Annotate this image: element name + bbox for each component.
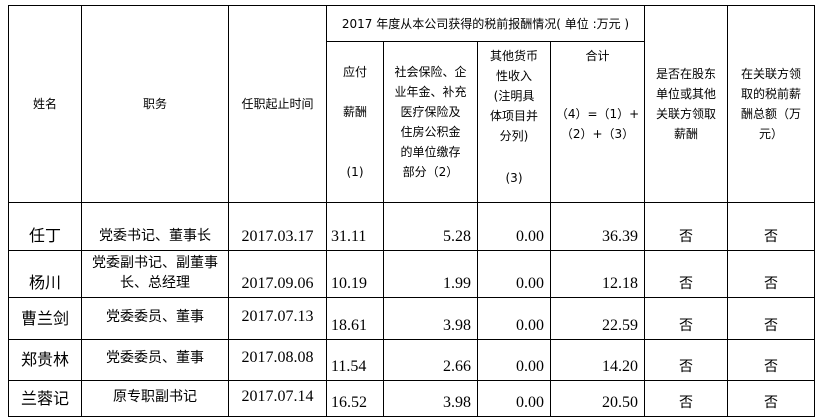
cell-shareholder: 否: [644, 202, 729, 251]
table-row: 曹兰剑 党委委员、董事 2017.07.13 18.61 3.98 0.00 2…: [8, 297, 816, 340]
cell-date: 2017.09.06: [228, 250, 327, 298]
cell-total: 20.50: [549, 380, 646, 417]
cell-total: 36.39: [549, 202, 646, 251]
header-position: 职务: [81, 5, 229, 203]
cell-date: 2017.07.14: [228, 380, 327, 417]
header-group-title: 2017 年度从本公司获得的税前报酬情况( 单位 :万元 ): [325, 5, 646, 42]
cell-pay: 16.52: [326, 380, 384, 417]
table-row: 杨川 党委副书记、副董事长、总经理 2017.09.06 10.19 1.99 …: [8, 250, 816, 298]
cell-insurance: 1.99: [383, 250, 478, 298]
cell-name: 任丁: [8, 202, 82, 251]
table-row: 郑贵林 党委委员、董事 2017.08.08 11.54 2.66 0.00 1…: [8, 339, 816, 381]
table-row: 任丁 党委书记、董事长 2017.03.17 31.11 5.28 0.00 3…: [8, 202, 816, 251]
cell-date: 2017.08.08: [228, 339, 327, 381]
cell-total: 12.18: [549, 250, 646, 298]
cell-total: 14.20: [549, 339, 646, 381]
header-insurance: 社会保险、企 业年金、补充 医疗保险及 住房公积金 的单位缴存 部分（2）: [383, 41, 478, 203]
cell-shareholder: 否: [644, 297, 729, 340]
header-related: 在关联方领 取的税前薪 酬总额（万 元）: [727, 5, 816, 203]
header-term: 任职起止时间: [228, 5, 327, 203]
cell-insurance: 3.98: [383, 380, 478, 417]
cell-name: 杨川: [8, 250, 82, 298]
cell-total: 22.59: [549, 297, 646, 340]
cell-shareholder: 否: [644, 380, 729, 417]
header-total: 合计 （4）=（1）+ （2）+（3）: [549, 41, 646, 203]
cell-related: 否: [727, 250, 816, 298]
cell-insurance: 5.28: [383, 202, 478, 251]
cell-pay: 11.54: [326, 339, 384, 381]
cell-pay: 31.11: [326, 202, 384, 251]
cell-position: 党委委员、董事: [81, 339, 229, 381]
header-pay: 应付 薪酬 (1): [326, 41, 384, 203]
cell-other: 0.00: [477, 202, 551, 251]
compensation-table: 姓名 职务 任职起止时间 2017 年度从本公司获得的税前报酬情况( 单位 :万…: [8, 5, 816, 417]
cell-related: 否: [727, 297, 816, 340]
cell-other: 0.00: [477, 380, 551, 417]
cell-pay: 10.19: [326, 250, 384, 298]
header-name: 姓名: [8, 5, 82, 203]
table-row: 兰蓉记 原专职副书记 2017.07.14 16.52 3.98 0.00 20…: [8, 380, 816, 417]
cell-position: 党委书记、董事长: [81, 202, 229, 251]
cell-other: 0.00: [477, 297, 551, 340]
header-shareholder: 是否在股东 单位或其他 关联方领取 薪酬: [644, 5, 729, 203]
cell-related: 否: [727, 339, 816, 381]
cell-other: 0.00: [477, 250, 551, 298]
cell-shareholder: 否: [644, 250, 729, 298]
cell-position: 原专职副书记: [81, 380, 229, 417]
cell-shareholder: 否: [644, 339, 729, 381]
cell-related: 否: [727, 202, 816, 251]
cell-name: 郑贵林: [8, 339, 82, 381]
cell-pay: 18.61: [326, 297, 384, 340]
cell-position: 党委副书记、副董事长、总经理: [81, 250, 229, 298]
cell-position: 党委委员、董事: [81, 297, 229, 340]
cell-insurance: 2.66: [383, 339, 478, 381]
cell-date: 2017.03.17: [228, 202, 327, 251]
cell-insurance: 3.98: [383, 297, 478, 340]
header-other-income: 其他货币 性收入 (注明具 体项目并 分列) (3): [477, 41, 551, 203]
cell-related: 否: [727, 380, 816, 417]
cell-date: 2017.07.13: [228, 297, 327, 340]
cell-other: 0.00: [477, 339, 551, 381]
cell-name: 曹兰剑: [8, 297, 82, 340]
cell-name: 兰蓉记: [8, 380, 82, 417]
